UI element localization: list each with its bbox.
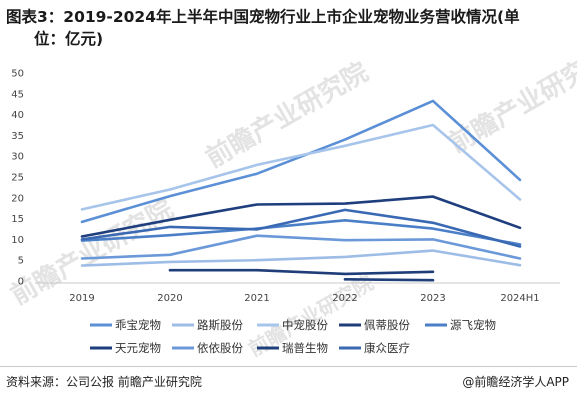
series-line	[343, 278, 435, 282]
legend-label: 中宠股份	[282, 318, 328, 332]
legend-label: 乖宝宠物	[115, 318, 161, 332]
series-line	[168, 268, 435, 276]
chart-title-line1: 图表3：2019-2024年上半年中国宠物行业上市企业宠物业务营收情况(单	[6, 8, 520, 26]
footer-divider	[0, 366, 577, 367]
y-tick-label: 50	[11, 69, 24, 80]
series-line	[80, 195, 522, 238]
brand-credit: @前瞻经济学人APP	[462, 375, 569, 389]
x-tick-label: 2021	[244, 293, 269, 304]
y-tick-label: 15	[11, 214, 24, 225]
x-tick-label: 2024H1	[500, 293, 539, 304]
y-tick-label: 45	[11, 89, 24, 100]
legend-label: 天元宠物	[115, 341, 161, 355]
source-note: 资料来源：公司公报 前瞻产业研究院	[6, 375, 202, 389]
x-axis: 2019 2020 2021 2022 2023 2024H1	[35, 282, 560, 304]
y-tick-label: 25	[11, 173, 24, 184]
y-tick-label: 20	[11, 193, 24, 204]
x-tick-label: 2019	[69, 293, 94, 304]
series-line	[80, 123, 522, 211]
series-line	[80, 234, 522, 260]
chart-title-line2: 位：亿元)	[34, 30, 104, 48]
legend-label: 路斯股份	[197, 318, 243, 332]
line-chart: 0 5 10 15 20 25 30 35 40 45 50 2019 2020 2021 2022 202…	[11, 69, 560, 355]
y-tick-label: 40	[11, 110, 24, 121]
legend-label: 康众医疗	[364, 341, 410, 355]
x-tick-label: 2023	[420, 293, 445, 304]
y-tick-label: 10	[11, 235, 24, 246]
legend-label: 佩蒂股份	[364, 318, 410, 332]
y-tick-label: 5	[18, 256, 24, 267]
series-line	[80, 249, 522, 267]
y-tick-label: 30	[11, 152, 24, 163]
x-tick-label: 2022	[332, 293, 357, 304]
legend-label: 瑞普生物	[282, 341, 328, 355]
x-tick-label: 2020	[157, 293, 182, 304]
series-layer	[80, 99, 522, 282]
chart-title: 图表3：2019-2024年上半年中国宠物行业上市企业宠物业务营收情况(单 位：…	[6, 6, 566, 50]
legend-label: 源飞宠物	[450, 318, 496, 332]
y-tick-label: 35	[11, 131, 24, 142]
series-line	[80, 219, 522, 246]
series-line	[80, 208, 522, 248]
y-axis: 0 5 10 15 20 25 30 35 40 45 50	[11, 69, 24, 288]
legend-label: 依依股份	[197, 341, 243, 355]
y-tick-label: 0	[18, 277, 24, 288]
